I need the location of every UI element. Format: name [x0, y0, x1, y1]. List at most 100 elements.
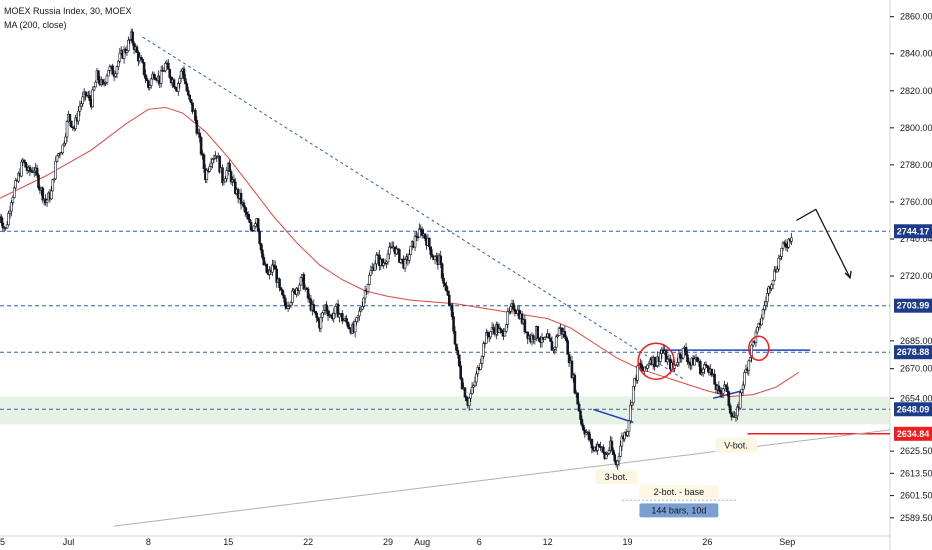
- candle-body: [706, 365, 709, 368]
- candle-body: [232, 179, 236, 183]
- x-tick-label: 26: [702, 537, 712, 547]
- candle-body: [55, 155, 59, 162]
- indicator-label[interactable]: MA (200, close): [4, 20, 67, 30]
- candle-body: [275, 268, 278, 283]
- candle-body: [246, 214, 250, 220]
- candle-body: [446, 290, 450, 296]
- candle-body: [703, 364, 706, 370]
- candle-body: [532, 335, 535, 340]
- x-tick-label: 8: [146, 537, 151, 547]
- candle-body: [127, 40, 130, 51]
- candle-body: [332, 313, 336, 319]
- candle-body: [450, 304, 454, 317]
- candle-body: [679, 353, 682, 359]
- candle-body: [736, 406, 739, 417]
- price-tag: [894, 426, 932, 441]
- candle-body: [306, 288, 310, 299]
- candle-body: [11, 197, 15, 203]
- candle-body: [363, 290, 367, 299]
- candle-body: [713, 373, 716, 385]
- candle-body: [305, 287, 308, 290]
- candle-body: [443, 283, 447, 287]
- x-tick-label: 25: [0, 537, 5, 547]
- candle-body: [273, 265, 277, 270]
- candle-body: [710, 368, 714, 376]
- candle-body: [563, 331, 567, 338]
- candle-body: [242, 202, 246, 208]
- candle-body: [784, 243, 788, 248]
- candle-body: [579, 410, 582, 420]
- candle-body: [564, 336, 568, 341]
- candle-body: [760, 317, 763, 326]
- candle-body: [479, 363, 482, 370]
- ma-200-line: [0, 106, 799, 397]
- symbol-title[interactable]: MOEX Russia Index, 30, MOEX: [4, 6, 132, 16]
- candle-body: [308, 297, 311, 300]
- candle-body: [507, 310, 511, 313]
- candle-body: [258, 231, 261, 244]
- candle-body: [520, 313, 524, 324]
- candle-body: [747, 360, 751, 371]
- candle-body: [770, 284, 773, 289]
- candle-body: [676, 362, 679, 366]
- candle-body: [395, 248, 398, 255]
- candle-body: [178, 77, 182, 84]
- candle-body: [239, 192, 243, 205]
- candle-body: [281, 289, 284, 296]
- candle-body: [0, 216, 3, 224]
- candle-body: [636, 365, 639, 381]
- candle-body: [261, 249, 264, 258]
- candle-body: [341, 313, 344, 322]
- candle-body: [602, 446, 605, 453]
- candle-body: [506, 311, 510, 325]
- candle-body: [118, 52, 122, 62]
- candle-body: [221, 167, 224, 184]
- candle-body: [228, 163, 231, 172]
- y-tick-label: 2601.50: [900, 491, 932, 501]
- candle-body: [457, 354, 461, 367]
- candle-body: [45, 199, 49, 203]
- candle-body: [640, 364, 644, 370]
- candle-body: [65, 121, 69, 138]
- candle-body: [626, 431, 629, 436]
- candle-body: [20, 161, 23, 177]
- candle-body: [455, 343, 458, 351]
- candle-body: [159, 70, 163, 84]
- candle-body: [613, 454, 617, 462]
- candle-body: [767, 286, 771, 294]
- candle-body: [78, 105, 82, 112]
- candle-body: [554, 336, 558, 348]
- candle-body: [790, 237, 793, 242]
- candle-body: [366, 284, 370, 293]
- candle-body: [777, 257, 781, 270]
- candle-body: [674, 364, 678, 366]
- candle-body: [360, 306, 364, 310]
- candle-body: [513, 308, 517, 313]
- candle-body: [22, 159, 26, 163]
- candle-body: [557, 327, 561, 336]
- candle-body: [388, 246, 391, 255]
- candle-body: [295, 287, 298, 295]
- candle-body: [526, 331, 530, 339]
- candle-body: [288, 305, 291, 307]
- candle-body: [653, 356, 656, 367]
- chart-legend: MOEX Russia Index, 30, MOEX MA (200, clo…: [4, 4, 132, 32]
- candle-body: [756, 326, 759, 333]
- candle-body: [573, 374, 577, 394]
- candle-body: [734, 415, 738, 418]
- candle-body: [252, 225, 256, 231]
- candle-body: [68, 114, 72, 122]
- candle-body: [780, 247, 783, 257]
- candle-body: [84, 91, 87, 96]
- candle-body: [445, 285, 448, 292]
- candle-body: [606, 453, 609, 455]
- candle-body: [764, 301, 768, 306]
- candle-body: [681, 348, 685, 359]
- candle-body: [184, 78, 187, 85]
- candle-body: [560, 327, 564, 335]
- candle-body: [587, 431, 591, 441]
- projection-arrow-head: [844, 270, 852, 280]
- y-tick-label: 2625.50: [900, 446, 932, 456]
- candle-body: [718, 390, 722, 393]
